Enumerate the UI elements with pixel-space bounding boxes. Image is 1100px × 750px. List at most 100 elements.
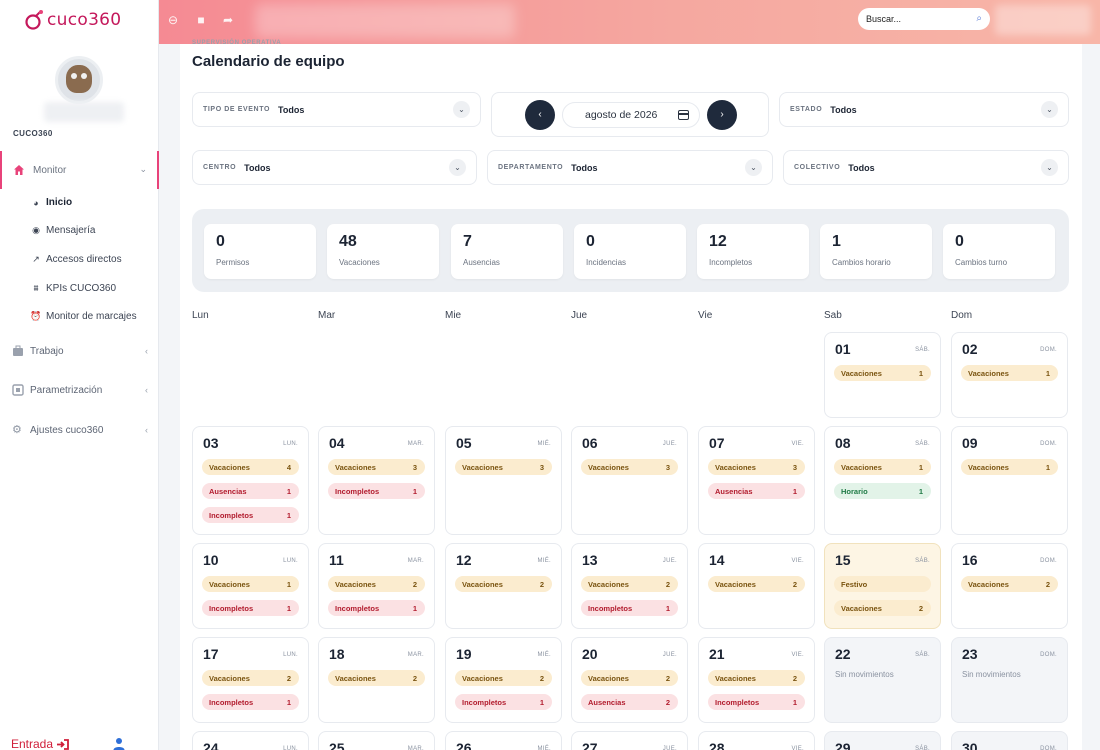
stat-card-vacaciones[interactable]: 48 Vacaciones xyxy=(327,224,439,279)
month-input[interactable]: agosto de 2026 xyxy=(562,102,700,128)
sidebar-item-monitor[interactable]: Monitor ⌄ xyxy=(0,151,159,189)
event-pill-vacaciones[interactable]: Vacaciones 2 xyxy=(834,600,931,616)
app-logo[interactable]: cuco360 xyxy=(24,9,121,31)
calendar-icon[interactable] xyxy=(678,110,689,120)
back-circle-icon[interactable]: ⊖ xyxy=(167,13,179,27)
next-month-button[interactable]: › xyxy=(707,100,737,130)
sidebar-item-parametrizacion[interactable]: Parametrización ‹ xyxy=(12,384,148,396)
calendar-day[interactable]: 21 VIE. Vacaciones 2 Incompletos 1 xyxy=(698,637,815,723)
event-pill-ausencias[interactable]: Ausencias 1 xyxy=(202,483,299,499)
event-pill-incompletos[interactable]: Incompletos 1 xyxy=(328,483,425,499)
event-pill-incompletos[interactable]: Incompletos 1 xyxy=(202,694,299,710)
filter-centro[interactable]: CENTRO Todos ⌄ xyxy=(192,150,477,185)
calendar-day[interactable]: 06 JUE. Vacaciones 3 xyxy=(571,426,688,535)
chevron-down-icon[interactable]: ⌄ xyxy=(745,159,762,176)
event-pill-vacaciones[interactable]: Vacaciones 3 xyxy=(328,459,425,475)
calendar-day[interactable]: 16 DOM. Vacaciones 2 xyxy=(951,543,1068,629)
calendar-day[interactable]: 18 MAR. Vacaciones 2 xyxy=(318,637,435,723)
event-pill-vacaciones[interactable]: Vacaciones 3 xyxy=(455,459,552,475)
calendar-day[interactable]: 26 MIÉ. xyxy=(445,731,562,750)
sidebar-subitem-marcajes[interactable]: ⏰ Monitor de marcajes xyxy=(30,311,136,322)
event-pill-incompletos[interactable]: Incompletos 1 xyxy=(202,600,299,616)
calendar-day[interactable]: 23 DOM. Sin movimientos xyxy=(951,637,1068,723)
filter-tipo-evento[interactable]: TIPO DE EVENTO Todos ⌄ xyxy=(192,92,481,127)
event-pill-vacaciones[interactable]: Vacaciones 1 xyxy=(202,576,299,592)
event-pill-vacaciones[interactable]: Vacaciones 1 xyxy=(834,365,931,381)
sidebar-subitem-inicio[interactable]: ◕ Inicio xyxy=(30,197,72,208)
calendar-day[interactable]: 19 MIÉ. Vacaciones 2 Incompletos 1 xyxy=(445,637,562,723)
event-pill-festivo[interactable]: Festivo xyxy=(834,576,931,592)
event-pill-incompletos[interactable]: Incompletos 1 xyxy=(455,694,552,710)
event-pill-vacaciones[interactable]: Vacaciones 2 xyxy=(708,670,805,686)
calendar-day[interactable]: 03 LUN. Vacaciones 4 Ausencias 1 Incompletos 1 xyxy=(192,426,309,535)
calendar-day[interactable]: 02 DOM. Vacaciones 1 xyxy=(951,332,1068,418)
event-pill-ausencias[interactable]: Ausencias 1 xyxy=(708,483,805,499)
calendar-day[interactable]: 28 VIE. xyxy=(698,731,815,750)
search-input[interactable] xyxy=(866,14,966,24)
chevron-down-icon[interactable]: ⌄ xyxy=(453,101,470,118)
share-arrow-icon[interactable]: ➦ xyxy=(222,13,234,27)
calendar-day[interactable]: 25 MAR. xyxy=(318,731,435,750)
event-pill-incompletos[interactable]: Incompletos 1 xyxy=(328,600,425,616)
calendar-day[interactable]: 29 SÁB. xyxy=(824,731,941,750)
calendar-day[interactable]: 01 SÁB. Vacaciones 1 xyxy=(824,332,941,418)
calendar-day[interactable]: 22 SÁB. Sin movimientos xyxy=(824,637,941,723)
calendar-day[interactable]: 27 JUE. xyxy=(571,731,688,750)
user-icon[interactable] xyxy=(112,737,126,750)
event-pill-vacaciones[interactable]: Vacaciones 2 xyxy=(455,670,552,686)
chevron-down-icon[interactable]: ⌄ xyxy=(449,159,466,176)
calendar-day[interactable]: 10 LUN. Vacaciones 1 Incompletos 1 xyxy=(192,543,309,629)
calendar-day[interactable]: 04 MAR. Vacaciones 3 Incompletos 1 xyxy=(318,426,435,535)
event-pill-ausencias[interactable]: Ausencias 2 xyxy=(581,694,678,710)
filter-estado[interactable]: ESTADO Todos ⌄ xyxy=(779,92,1069,127)
chevron-down-icon[interactable]: ⌄ xyxy=(1041,159,1058,176)
calendar-day[interactable]: 08 SÁB. Vacaciones 1 Horario 1 xyxy=(824,426,941,535)
sidebar-subitem-kpis[interactable]: ⩩ KPIs CUCO360 xyxy=(30,283,116,294)
event-pill-incompletos[interactable]: Incompletos 1 xyxy=(581,600,678,616)
event-pill-vacaciones[interactable]: Vacaciones 2 xyxy=(328,576,425,592)
sidebar-item-ajustes[interactable]: ⚙ Ajustes cuco360 ‹ xyxy=(12,424,148,436)
calendar-day[interactable]: 13 JUE. Vacaciones 2 Incompletos 1 xyxy=(571,543,688,629)
calendar-day[interactable]: 24 LUN. xyxy=(192,731,309,750)
event-pill-vacaciones[interactable]: Vacaciones 1 xyxy=(834,459,931,475)
event-pill-vacaciones[interactable]: Vacaciones 2 xyxy=(581,670,678,686)
event-pill-vacaciones[interactable]: Vacaciones 2 xyxy=(455,576,552,592)
event-pill-vacaciones[interactable]: Vacaciones 3 xyxy=(581,459,678,475)
filter-departamento[interactable]: DEPARTAMENTO Todos ⌄ xyxy=(487,150,773,185)
notification-icon[interactable]: ■ xyxy=(197,13,205,27)
sidebar-item-trabajo[interactable]: Trabajo ‹ xyxy=(12,345,148,357)
calendar-day[interactable]: 30 DOM. xyxy=(951,731,1068,750)
calendar-day[interactable]: 14 VIE. Vacaciones 2 xyxy=(698,543,815,629)
calendar-day[interactable]: 09 DOM. Vacaciones 1 xyxy=(951,426,1068,535)
event-pill-incompletos[interactable]: Incompletos 1 xyxy=(202,507,299,523)
sidebar-subitem-mensajeria[interactable]: ◉ Mensajería xyxy=(30,225,95,236)
stat-card-permisos[interactable]: 0 Permisos xyxy=(204,224,316,279)
calendar-day[interactable]: 17 LUN. Vacaciones 2 Incompletos 1 xyxy=(192,637,309,723)
event-pill-vacaciones[interactable]: Vacaciones 2 xyxy=(961,576,1058,592)
prev-month-button[interactable]: ‹ xyxy=(525,100,555,130)
event-pill-horario[interactable]: Horario 1 xyxy=(834,483,931,499)
event-pill-vacaciones[interactable]: Vacaciones 1 xyxy=(961,459,1058,475)
search-box[interactable]: ⌕ xyxy=(858,8,990,30)
calendar-day[interactable]: 07 VIE. Vacaciones 3 Ausencias 1 xyxy=(698,426,815,535)
calendar-day[interactable]: 15 SÁB. Festivo Vacaciones 2 xyxy=(824,543,941,629)
search-icon[interactable]: ⌕ xyxy=(976,13,982,24)
event-pill-vacaciones[interactable]: Vacaciones 2 xyxy=(708,576,805,592)
calendar-day[interactable]: 20 JUE. Vacaciones 2 Ausencias 2 xyxy=(571,637,688,723)
calendar-day[interactable]: 05 MIÉ. Vacaciones 3 xyxy=(445,426,562,535)
sidebar-subitem-accesos[interactable]: ↗ Accesos directos xyxy=(30,254,121,265)
stat-card-cambios-horario[interactable]: 1 Cambios horario xyxy=(820,224,932,279)
chevron-down-icon[interactable]: ⌄ xyxy=(1041,101,1058,118)
event-pill-vacaciones[interactable]: Vacaciones 2 xyxy=(581,576,678,592)
entrada-button[interactable]: Entrada xyxy=(11,737,69,750)
event-pill-incompletos[interactable]: Incompletos 1 xyxy=(708,694,805,710)
stat-card-incidencias[interactable]: 0 Incidencias xyxy=(574,224,686,279)
filter-colectivo[interactable]: COLECTIVO Todos ⌄ xyxy=(783,150,1069,185)
stat-card-ausencias[interactable]: 7 Ausencias xyxy=(451,224,563,279)
stat-card-cambios-turno[interactable]: 0 Cambios turno xyxy=(943,224,1055,279)
calendar-day[interactable]: 11 MAR. Vacaciones 2 Incompletos 1 xyxy=(318,543,435,629)
calendar-day[interactable]: 12 MIÉ. Vacaciones 2 xyxy=(445,543,562,629)
event-pill-vacaciones[interactable]: Vacaciones 2 xyxy=(202,670,299,686)
stat-card-incompletos[interactable]: 12 Incompletos xyxy=(697,224,809,279)
event-pill-vacaciones[interactable]: Vacaciones 3 xyxy=(708,459,805,475)
